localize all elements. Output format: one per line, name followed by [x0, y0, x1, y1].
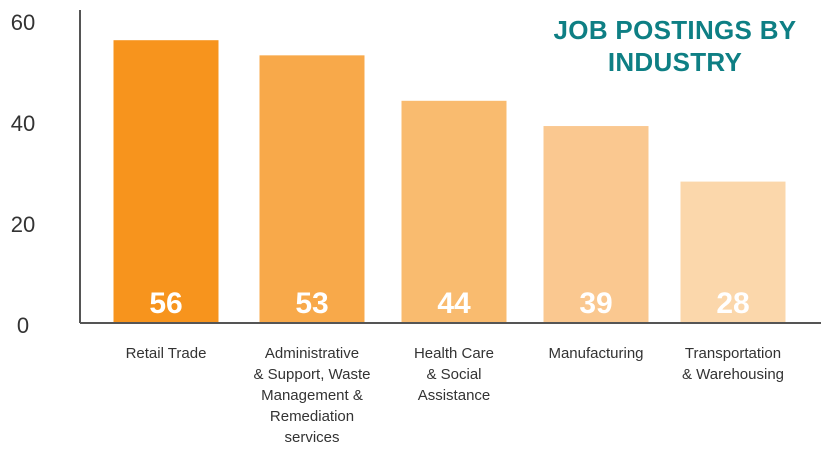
bar — [680, 181, 786, 323]
bars — [113, 40, 786, 323]
bar-value-label: 39 — [579, 287, 612, 320]
x-tick-label-line: & Support, Waste — [254, 366, 371, 383]
x-tick-label: Manufacturing — [548, 345, 643, 362]
bar — [113, 40, 219, 323]
x-tick-label-line: services — [284, 429, 339, 446]
chart-title-line-1: JOB POSTINGS BY — [553, 15, 797, 45]
y-axis-ticks: 0 20 40 60 — [11, 10, 35, 338]
x-axis-labels: Retail Trade Administrative & Support, Was… — [126, 345, 784, 446]
y-tick-label: 60 — [11, 10, 35, 35]
x-tick-label-line: Remediation — [270, 408, 354, 425]
x-tick-label-line: Management & — [261, 387, 363, 404]
x-tick-label-line: & Social — [426, 366, 481, 383]
chart-title-line-2: INDUSTRY — [607, 47, 743, 77]
bar — [259, 55, 365, 323]
y-tick-label: 20 — [11, 212, 35, 237]
x-tick-label: Transportation & Warehousing — [682, 345, 784, 383]
x-tick-label-line: Administrative — [265, 345, 359, 362]
x-tick-label-line: & Warehousing — [682, 366, 784, 383]
chart-title: JOB POSTINGS BY INDUSTRY — [505, 14, 821, 78]
x-tick-label: Administrative & Support, Waste Management… — [254, 345, 371, 446]
x-tick-label-line: Transportation — [685, 345, 781, 362]
data-labels: 56 53 44 39 28 — [149, 287, 749, 320]
x-tick-label-line: Retail Trade — [126, 345, 207, 362]
x-tick-label: Retail Trade — [126, 345, 207, 362]
bar — [543, 126, 649, 323]
bar-value-label: 53 — [295, 287, 328, 320]
x-tick-label-line: Assistance — [418, 387, 491, 404]
bar-value-label: 28 — [716, 287, 749, 320]
bar — [401, 100, 507, 323]
x-tick-label-line: Health Care — [414, 345, 494, 362]
x-tick-label: Health Care & Social Assistance — [414, 345, 494, 404]
y-tick-label: 40 — [11, 111, 35, 136]
bar-value-label: 44 — [437, 287, 471, 320]
bar-value-label: 56 — [149, 287, 182, 320]
y-tick-label: 0 — [17, 313, 29, 338]
x-tick-label-line: Manufacturing — [548, 345, 643, 362]
